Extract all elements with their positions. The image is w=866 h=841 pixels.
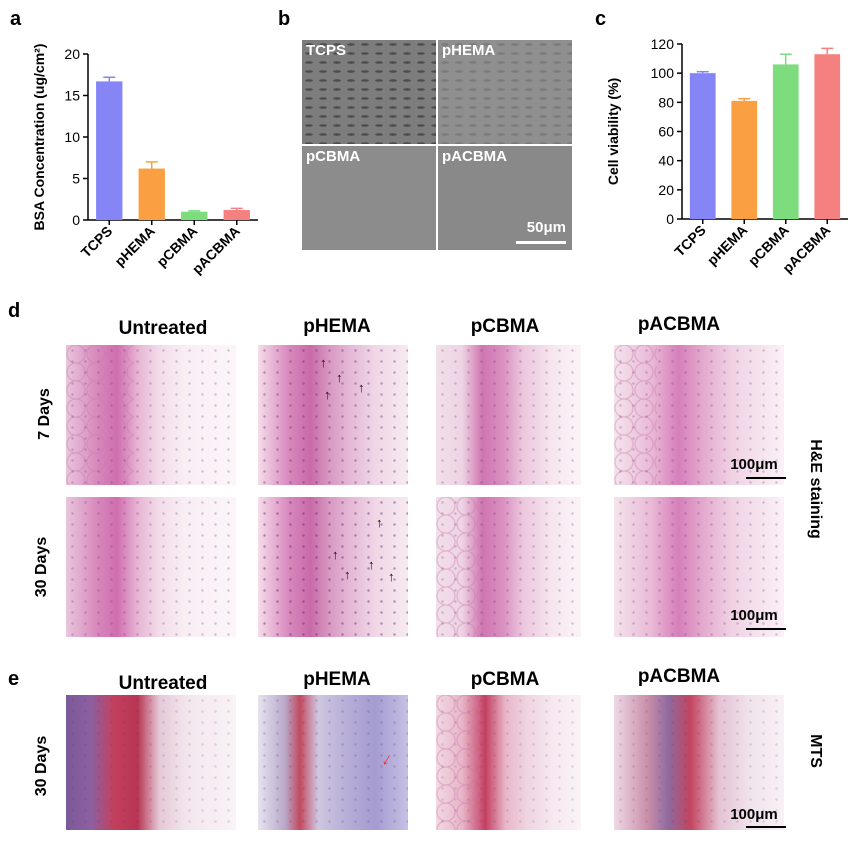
mts-pacbma bbox=[614, 695, 784, 830]
chart-a-ytick-label: 15 bbox=[64, 88, 80, 104]
micrograph-pcbma: pCBMA bbox=[302, 146, 436, 250]
scale-bar-e bbox=[746, 826, 786, 828]
he-phema-30d: ↑ ↑ ↑ ↑ ↑ bbox=[258, 497, 408, 637]
chart-a-bar-phema bbox=[138, 168, 165, 220]
panel-b-grid: TCPS pHEMA pCBMA pACBMA 50μm bbox=[302, 40, 572, 250]
micrograph-label-tcps: TCPS bbox=[306, 42, 347, 59]
chart-c-ylabel: Cell viability (%) bbox=[605, 78, 621, 185]
chart-c: 020406080100120TCPSpHEMApCBMApACBMACell … bbox=[605, 36, 848, 276]
col-label-e-phema: pHEMA bbox=[303, 669, 371, 690]
micrograph-label-pacbma: pACBMA bbox=[442, 148, 507, 165]
col-label-e-pacbma: pACBMA bbox=[637, 666, 721, 687]
chart-a-bar-pacbma bbox=[223, 210, 250, 220]
col-label-d-untreated: Untreated bbox=[118, 318, 208, 339]
chart-a-ytick-label: 10 bbox=[64, 129, 80, 145]
col-label-d-phema: pHEMA bbox=[303, 316, 371, 337]
panel-letter-d: d bbox=[8, 300, 21, 322]
he-untreated-30d bbox=[66, 497, 236, 637]
scale-bar-d1 bbox=[746, 477, 786, 479]
chart-c-bar-phema bbox=[731, 100, 758, 219]
chart-a-bar-tcps bbox=[96, 81, 123, 220]
chart-c-ytick-label: 80 bbox=[658, 94, 674, 110]
he-untreated-7d bbox=[66, 345, 236, 485]
chart-a-ytick-label: 5 bbox=[72, 171, 80, 187]
chart-c-ytick-label: 100 bbox=[651, 65, 675, 81]
col-label-d-pacbma: pACBMA bbox=[637, 314, 721, 335]
scale-label-b: 50μm bbox=[526, 219, 566, 236]
scale-label-d1: 100μm bbox=[730, 456, 778, 473]
chart-c-ytick-label: 20 bbox=[658, 182, 674, 198]
panel-letter-b: b bbox=[278, 8, 291, 30]
col-label-d-pcbma: pCBMA bbox=[470, 316, 540, 337]
scale-bar-d2 bbox=[746, 628, 786, 630]
micrograph-phema: pHEMA bbox=[438, 40, 572, 144]
row-label-7days: 7 Days bbox=[36, 388, 53, 440]
chart-c-xtick-label: pHEMA bbox=[704, 222, 751, 269]
chart-a-xtick-label: pHEMA bbox=[111, 223, 158, 270]
he-pacbma-7d bbox=[614, 345, 784, 485]
chart-c-ytick-label: 40 bbox=[658, 153, 674, 169]
panel-letter-a: a bbox=[10, 8, 22, 30]
he-pcbma-7d bbox=[436, 345, 581, 485]
side-label-mts: MTS bbox=[807, 734, 824, 768]
chart-a-xtick-label: TCPS bbox=[78, 223, 116, 261]
side-label-he: H&E staining bbox=[807, 439, 824, 539]
panel-letter-e: e bbox=[8, 668, 20, 690]
row-label-30days-d: 30 Days bbox=[33, 536, 50, 598]
micrograph-label-phema: pHEMA bbox=[442, 42, 496, 59]
chart-a-ytick-label: 0 bbox=[72, 212, 80, 228]
scale-bar-b bbox=[516, 241, 566, 244]
chart-a-ytick-label: 20 bbox=[64, 46, 80, 62]
chart-c-bar-pacbma bbox=[814, 54, 841, 220]
micrograph-pacbma: pACBMA 50μm bbox=[438, 146, 572, 250]
chart-a-ylabel: BSA Concentration (ug/cm²) bbox=[31, 44, 47, 231]
mts-phema: ↑ bbox=[258, 695, 408, 830]
col-label-e-pcbma: pCBMA bbox=[470, 669, 540, 690]
chart-c-xtick-label: TCPS bbox=[671, 222, 709, 260]
mts-pcbma bbox=[436, 695, 581, 830]
micrograph-label-pcbma: pCBMA bbox=[306, 148, 361, 165]
micrograph-tcps: TCPS bbox=[302, 40, 436, 144]
col-label-e-untreated: Untreated bbox=[118, 673, 208, 694]
chart-c-bar-tcps bbox=[689, 73, 716, 220]
scale-label-d2: 100μm bbox=[730, 607, 778, 624]
row-label-30days-e: 30 Days bbox=[33, 735, 50, 797]
scale-label-e: 100μm bbox=[730, 806, 778, 823]
he-pacbma-30d bbox=[614, 497, 784, 637]
chart-c-bar-pcbma bbox=[772, 64, 799, 220]
mts-untreated bbox=[66, 695, 236, 830]
chart-c-ytick-label: 0 bbox=[666, 211, 674, 227]
he-pcbma-30d bbox=[436, 497, 581, 637]
he-phema-7d: ↑ ↑ ↑ ↑ bbox=[258, 345, 408, 485]
chart-a-bar-pcbma bbox=[181, 211, 208, 220]
chart-c-ytick-label: 60 bbox=[658, 124, 674, 140]
chart-c-ytick-label: 120 bbox=[651, 36, 675, 52]
panel-letter-c: c bbox=[595, 8, 607, 30]
